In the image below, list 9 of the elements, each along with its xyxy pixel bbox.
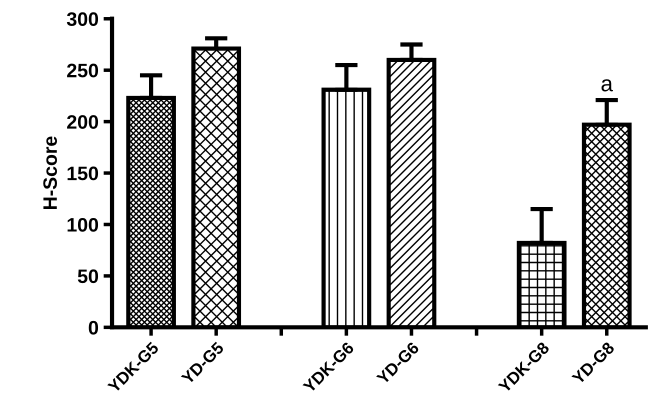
y-tick-label: 0 [88, 320, 98, 335]
y-tick-label: 150 [68, 166, 98, 180]
annotation: a [602, 79, 613, 92]
y-tick-label: 300 [66, 12, 98, 26]
y-tick-label: 250 [67, 64, 98, 78]
y-tick-label: 100 [68, 218, 98, 232]
y-axis-title: H-Score [43, 136, 57, 210]
y-tick-label: 200 [67, 115, 98, 129]
y-tick-label: 50 [78, 269, 98, 284]
